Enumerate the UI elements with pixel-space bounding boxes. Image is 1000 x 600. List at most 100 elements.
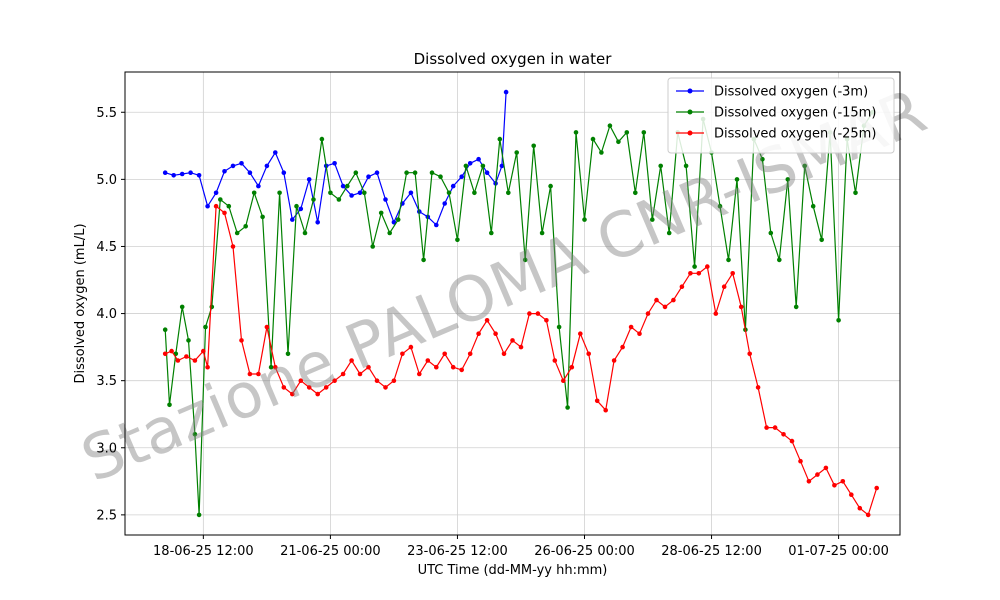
data-point — [298, 206, 304, 212]
data-point — [429, 170, 435, 175]
data-point — [213, 203, 219, 209]
data-point — [169, 348, 174, 354]
data-point — [251, 190, 257, 196]
data-point — [243, 224, 248, 229]
data-point — [476, 331, 481, 337]
data-point — [726, 257, 731, 263]
data-point — [738, 304, 744, 310]
data-point — [366, 364, 371, 370]
data-point — [755, 385, 761, 390]
data-point — [510, 338, 515, 343]
data-point — [290, 217, 295, 222]
data-point — [620, 344, 625, 350]
data-point — [273, 150, 278, 155]
data-point — [404, 170, 409, 175]
data-point — [633, 190, 638, 196]
data-point — [234, 230, 240, 236]
data-point — [493, 331, 498, 337]
data-point — [696, 271, 702, 276]
data-point — [315, 220, 321, 225]
data-point — [362, 190, 367, 196]
data-point — [484, 170, 490, 175]
data-point — [603, 407, 608, 413]
y-tick-label: 5.0 — [96, 173, 117, 188]
data-point — [544, 318, 549, 323]
legend-entry: Dissolved oxygen (-25m) — [676, 127, 876, 142]
data-point — [264, 163, 270, 169]
legend-swatch-marker — [687, 88, 693, 94]
data-point — [281, 385, 287, 390]
data-point — [484, 318, 490, 323]
x-tick-label: 18-06-25 12:00 — [153, 544, 254, 559]
data-point — [641, 130, 647, 135]
data-point — [196, 173, 202, 178]
data-point — [306, 177, 312, 182]
data-point — [167, 402, 172, 408]
data-point — [781, 432, 786, 437]
x-tick-label: 01-07-25 00:00 — [788, 544, 889, 559]
data-point — [408, 344, 414, 350]
data-point — [802, 163, 807, 169]
data-point — [353, 170, 359, 175]
y-tick-label: 2.5 — [96, 508, 117, 523]
data-point — [599, 150, 604, 155]
data-point — [561, 378, 566, 384]
data-point — [582, 217, 587, 222]
data-point — [768, 230, 774, 236]
data-point — [201, 348, 206, 354]
plot-area — [162, 89, 879, 518]
data-point — [692, 264, 697, 269]
data-point — [713, 311, 719, 316]
data-point — [476, 156, 481, 162]
data-point — [184, 354, 189, 359]
data-point — [323, 385, 329, 390]
axes-frame — [124, 71, 901, 536]
legend-swatch-marker — [687, 130, 693, 136]
data-point — [357, 371, 363, 377]
data-point — [450, 364, 456, 370]
data-point — [374, 378, 380, 384]
data-point — [793, 304, 799, 310]
data-point — [832, 483, 837, 488]
legend-box — [667, 77, 895, 154]
data-point — [391, 378, 397, 384]
y-axis: 2.5 3.0 3.5 4.0 4.5 5.0 5.5 — [96, 106, 125, 523]
data-point — [552, 358, 558, 363]
data-point — [518, 344, 524, 350]
data-point — [747, 351, 752, 357]
data-point — [777, 257, 782, 263]
data-point — [573, 130, 579, 135]
data-point — [455, 237, 460, 243]
y-tick-label: 3.5 — [96, 374, 117, 389]
data-point — [679, 284, 685, 290]
data-point — [162, 170, 168, 175]
y-tick-label: 4.5 — [96, 240, 117, 255]
data-point — [501, 351, 507, 357]
data-point — [616, 139, 621, 145]
data-point — [273, 364, 278, 370]
data-point — [222, 210, 227, 216]
data-point — [247, 170, 253, 175]
data-point — [319, 136, 325, 142]
data-point — [412, 170, 418, 175]
series-line — [164, 205, 878, 516]
data-point — [450, 183, 456, 189]
data-point — [556, 324, 562, 330]
data-point — [531, 143, 536, 149]
data-point — [874, 485, 879, 491]
data-point — [230, 163, 236, 169]
grid — [125, 72, 900, 535]
y-tick-label: 5.5 — [96, 106, 117, 121]
data-point — [586, 351, 591, 357]
data-point — [332, 161, 337, 166]
data-point — [497, 136, 503, 142]
data-point — [285, 351, 291, 357]
data-point — [239, 161, 244, 166]
data-point — [340, 183, 346, 189]
x-tick-label: 21-06-25 00:00 — [280, 544, 381, 559]
data-point — [162, 351, 168, 357]
data-point — [688, 271, 693, 276]
data-point — [798, 458, 803, 464]
x-tick-label: 28-06-25 12:00 — [661, 544, 762, 559]
data-point — [785, 177, 791, 182]
